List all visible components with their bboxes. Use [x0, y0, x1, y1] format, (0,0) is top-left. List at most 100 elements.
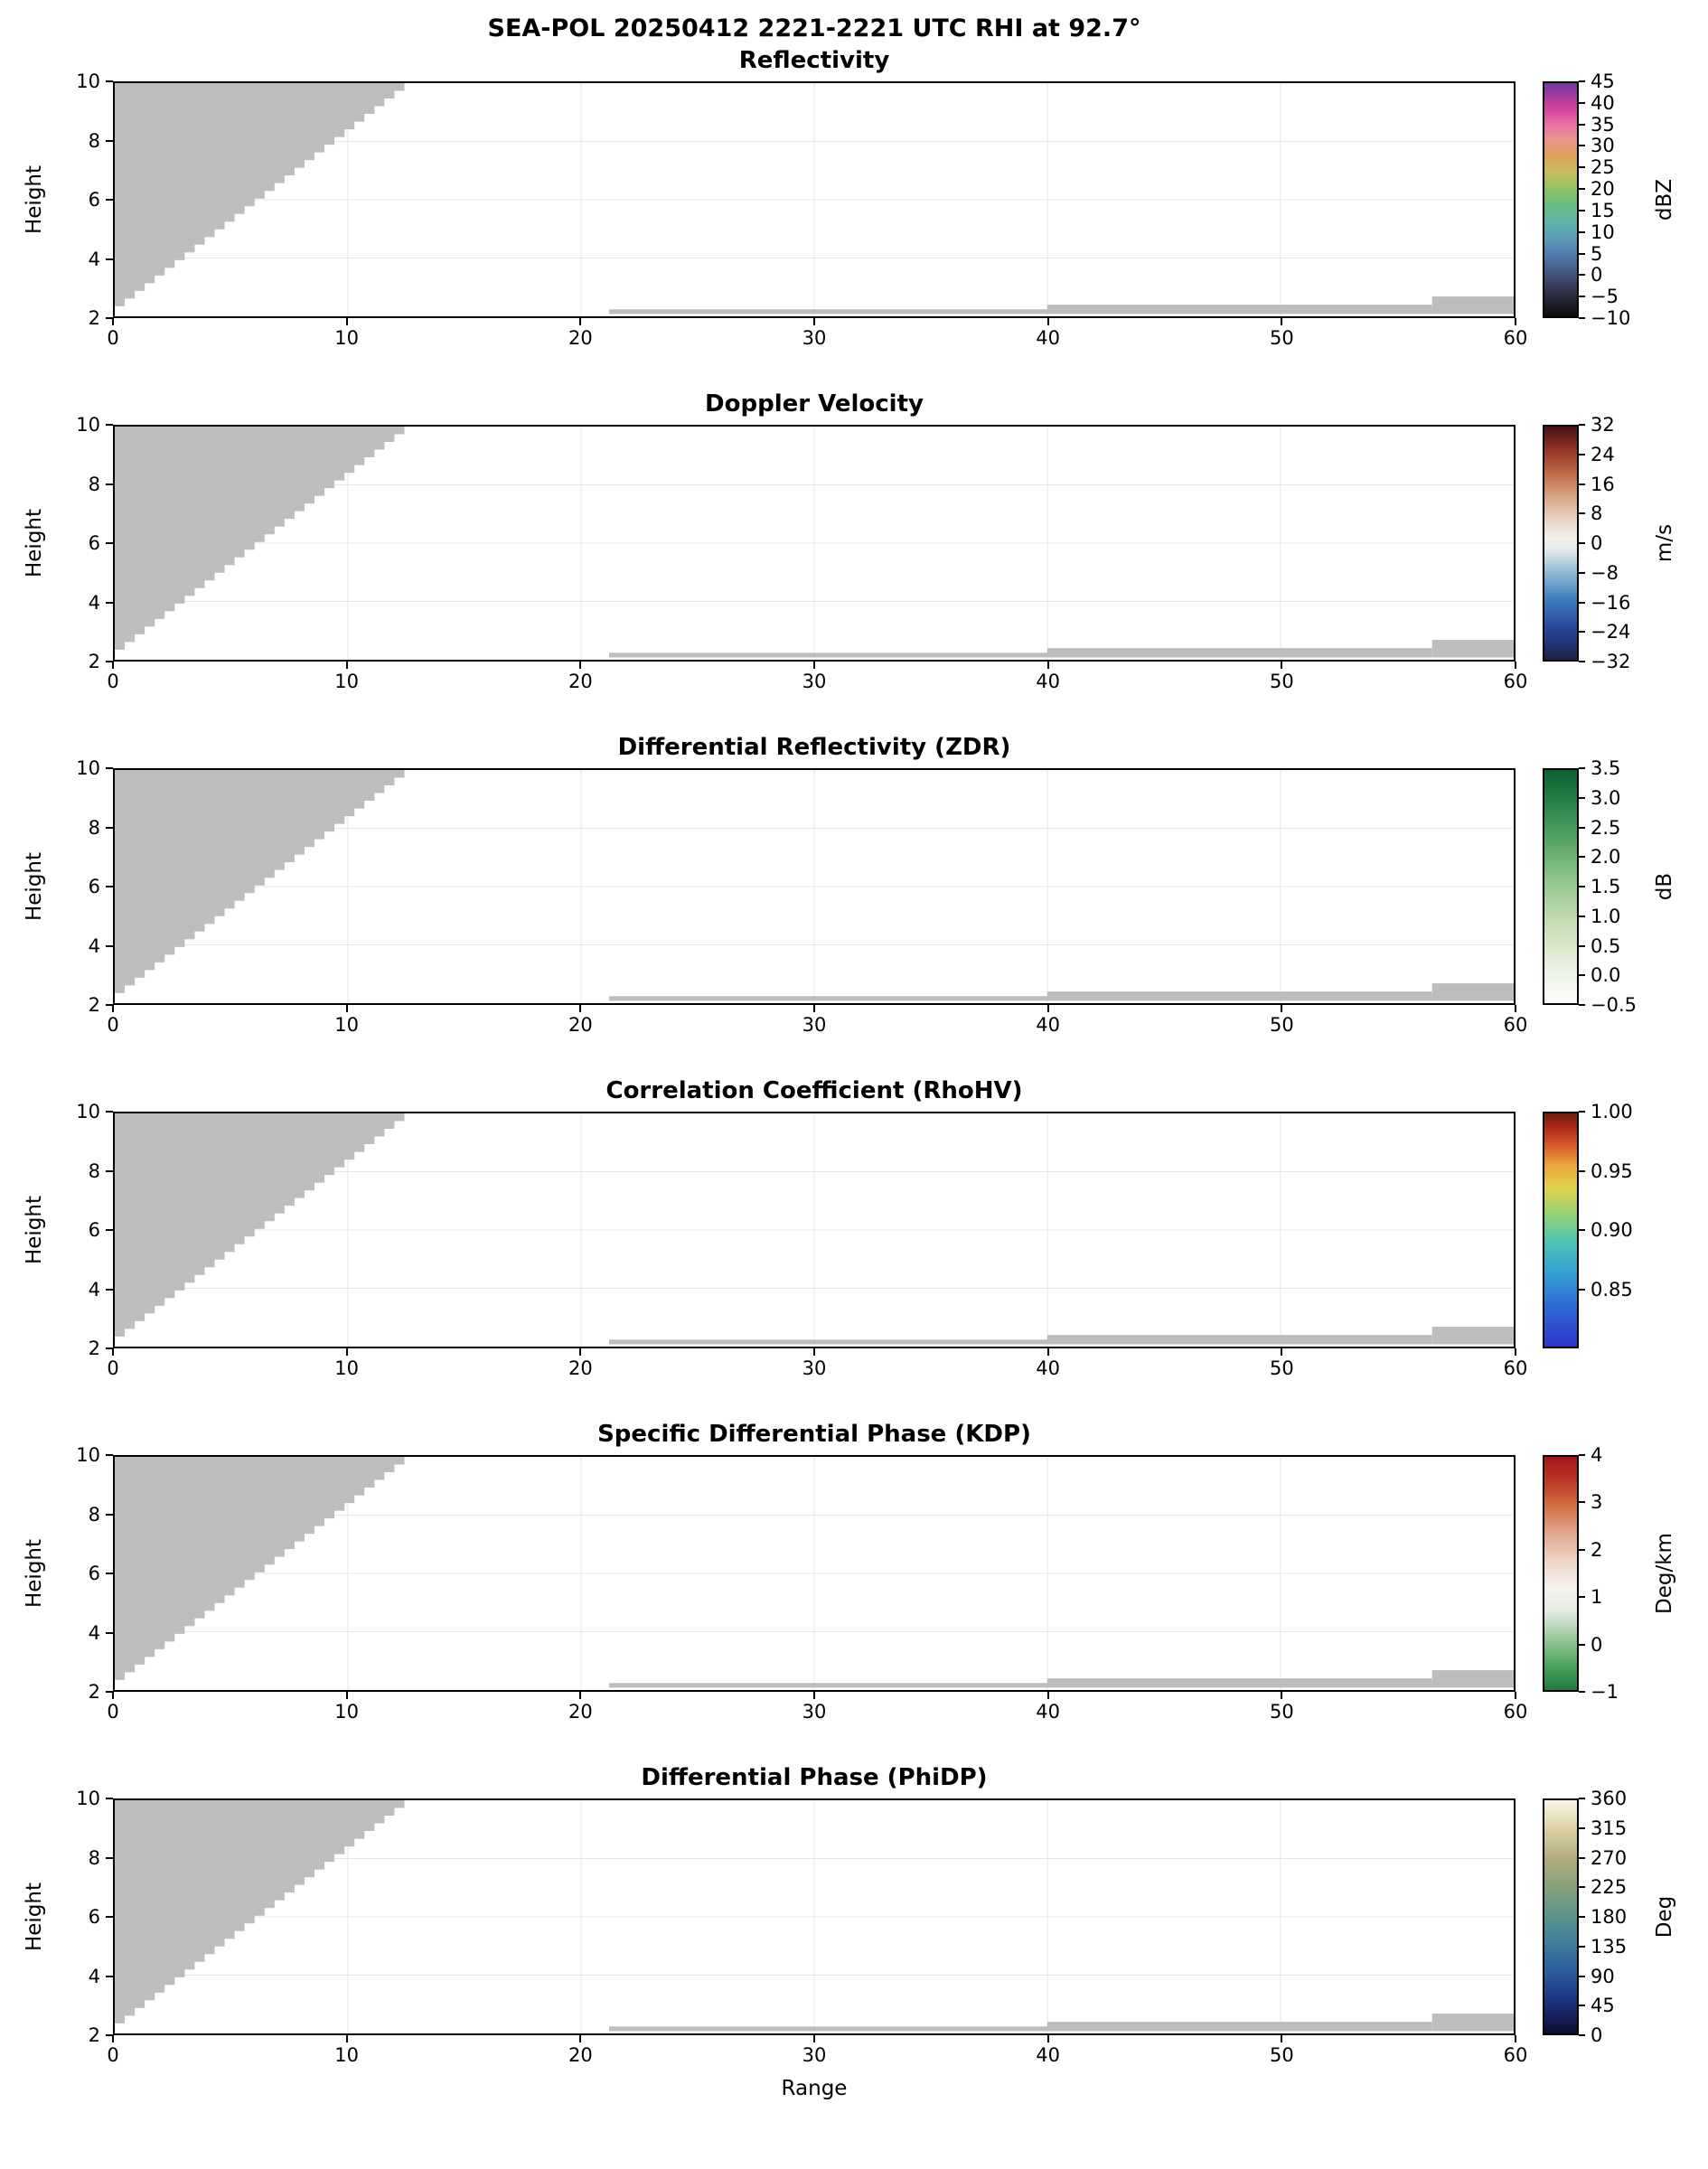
colorbar-tick-label: 225 [1591, 1876, 1628, 1899]
x-tick-mark [1281, 318, 1283, 325]
figure-title: SEA-POL 20250412 2221-2221 UTC RHI at 92… [487, 14, 1141, 42]
x-tick-mark [1281, 1348, 1283, 1356]
colorbar-tick-label: 45 [1591, 70, 1615, 92]
colorbar-tick-mark [1579, 1886, 1585, 1889]
x-tick-label: 40 [1036, 327, 1061, 349]
masked-region-strip [608, 1683, 1047, 1688]
y-tick-mark [106, 661, 113, 662]
masked-region-strip [608, 2026, 1047, 2032]
x-tick-mark [1515, 1348, 1516, 1356]
masked-region-strip [608, 309, 1047, 315]
panel-title: Specific Differential Phase (KDP) [597, 1421, 1031, 1448]
colorbar [1543, 768, 1579, 1005]
colorbar-tick-mark [1579, 1916, 1585, 1918]
colorbar-tick-mark [1579, 856, 1585, 859]
x-tick-mark [1046, 662, 1049, 669]
colorbar [1543, 1455, 1579, 1692]
plot-area [113, 425, 1516, 662]
y-tick-label: 8 [88, 1503, 100, 1526]
colorbar-tick-label: 2.0 [1591, 846, 1621, 869]
panel-title: Reflectivity [738, 47, 890, 74]
colorbar-tick-mark [1579, 601, 1585, 604]
colorbar-tick-mark [1579, 166, 1585, 169]
y-tick-mark [106, 1691, 113, 1693]
x-axis-label: Range [781, 2077, 848, 2100]
colorbar-tick-label: 30 [1591, 135, 1615, 157]
colorbar-gradient [1544, 427, 1577, 660]
x-tick-label: 40 [1036, 671, 1061, 692]
colorbar-tick-mark [1579, 252, 1585, 255]
x-tick-label: 20 [568, 1014, 593, 1036]
colorbar-tick-label: 1.0 [1591, 905, 1621, 927]
x-tick-label: 20 [568, 671, 593, 692]
masked-region-strip [1047, 305, 1432, 315]
colorbar-tick-label: 90 [1591, 1965, 1615, 1987]
colorbar-tick-label: 0.5 [1591, 934, 1621, 957]
colorbar-tick-mark [1579, 2005, 1585, 2007]
x-tick-mark [579, 662, 582, 669]
panel-body: Height 2 4 6 8 10 0 10 20 30 40 50 60 360 315 270 225… [0, 1788, 1708, 2071]
colorbar-tick-mark [1579, 661, 1585, 662]
x-tick-label: 0 [107, 327, 119, 349]
colorbar [1543, 1798, 1579, 2035]
x-tick-label: 10 [334, 327, 360, 349]
colorbar-tick-mark [1579, 188, 1585, 191]
plot-area [113, 1455, 1516, 1692]
panel-body: Height 2 4 6 8 10 0 10 20 30 40 50 60 4 3 2 1 0 −1 Deg/… [0, 1444, 1708, 1728]
panel-title: Doppler Velocity [705, 390, 924, 418]
y-tick-labels: 2 4 6 8 10 [0, 1444, 113, 1703]
x-tick-mark [1046, 318, 1049, 325]
x-tick-label: 10 [334, 1357, 360, 1379]
y-tick-mark [106, 1856, 113, 1859]
masked-region-strip [608, 1339, 1047, 1345]
x-tick-label: 40 [1036, 2044, 1061, 2066]
colorbar-tick-label: 1 [1591, 1586, 1603, 1609]
colorbar-tick-label: −24 [1591, 621, 1631, 643]
colorbar-tick-label: 0 [1591, 1633, 1603, 1656]
y-tick-mark [106, 1454, 113, 1456]
x-tick-label: 50 [1269, 1357, 1294, 1379]
x-tick-mark [1046, 2035, 1049, 2042]
colorbar-gradient [1544, 83, 1577, 316]
y-tick-mark [106, 1631, 113, 1634]
colorbar [1543, 1112, 1579, 1348]
masked-region-strip [1431, 640, 1514, 658]
y-tick-label: 6 [88, 1563, 100, 1584]
y-tick-label: 4 [88, 1965, 100, 1987]
x-tick-label: 0 [107, 2044, 119, 2066]
colorbar-tick-mark [1579, 631, 1585, 634]
y-tick-labels: 2 4 6 8 10 [0, 414, 113, 672]
colorbar-unit-label: Deg/km [1653, 1533, 1676, 1614]
colorbar-tick-label: 32 [1591, 414, 1615, 436]
x-tick-mark [345, 1005, 348, 1012]
y-tick-label: 4 [88, 591, 100, 614]
colorbar-tick-label: −5 [1591, 286, 1619, 308]
colorbar-tick-mark [1579, 796, 1585, 799]
x-tick-label: 40 [1036, 1701, 1061, 1723]
colorbar-tick-label: 3.5 [1591, 757, 1621, 779]
chart-panel: Correlation Coefficient (RhoHV) Height 2… [0, 1077, 1708, 1385]
x-tick-mark [1046, 1692, 1049, 1699]
y-tick-label: 6 [88, 189, 100, 211]
y-tick-mark [106, 886, 113, 887]
panel-body: Height 2 4 6 8 10 0 10 20 30 40 50 60 1.00 0.95 0.90… [0, 1101, 1708, 1385]
colorbar-tick-mark [1579, 230, 1585, 233]
colorbar-tick-label: −0.5 [1591, 994, 1637, 1016]
colorbar-tick-mark [1579, 80, 1585, 82]
x-tick-mark [813, 1348, 815, 1356]
y-tick-label: 6 [88, 532, 100, 554]
plot-area [113, 1798, 1516, 2035]
colorbar-tick-label: 40 [1591, 91, 1615, 114]
colorbar-tick-label: 0 [1591, 2024, 1603, 2046]
colorbar-tick-label: −10 [1591, 307, 1631, 329]
y-tick-mark [106, 1004, 113, 1006]
colorbar-tick-label: 45 [1591, 1995, 1615, 2017]
colorbar-unit-label: dB [1653, 872, 1676, 901]
x-tick-mark [112, 318, 114, 325]
masked-region-strip [1431, 1327, 1514, 1345]
colorbar-tick-mark [1579, 1004, 1585, 1006]
colorbar-tick-mark [1579, 1501, 1585, 1504]
colorbar-tick-mark [1579, 1975, 1585, 1977]
colorbar-tick-label: 8 [1591, 502, 1603, 525]
y-tick-label: 8 [88, 1846, 100, 1869]
